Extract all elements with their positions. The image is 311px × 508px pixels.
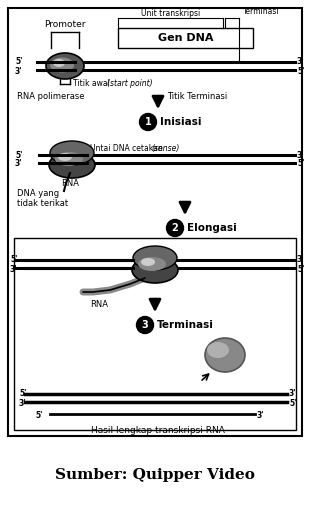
Text: Elongasi: Elongasi: [187, 223, 237, 233]
Text: DNA yang: DNA yang: [17, 189, 59, 198]
Text: 5': 5': [15, 57, 22, 67]
Ellipse shape: [141, 258, 155, 266]
Bar: [14, 238, 296, 430]
Text: 3': 3': [10, 265, 18, 273]
Ellipse shape: [58, 153, 72, 161]
Text: (sense): (sense): [151, 144, 179, 153]
Text: RNA polimerase: RNA polimerase: [17, 92, 85, 101]
Text: 3': 3': [257, 410, 265, 420]
Ellipse shape: [55, 152, 83, 166]
Text: 5': 5': [19, 390, 26, 398]
Text: 3': 3': [15, 160, 23, 169]
Text: Gen DNA: Gen DNA: [158, 33, 213, 43]
Ellipse shape: [53, 59, 65, 67]
Text: Titik Terminasi: Titik Terminasi: [167, 92, 227, 101]
Text: Terminasi: Terminasi: [243, 8, 280, 16]
Text: Unit transkripsi: Unit transkripsi: [141, 10, 200, 18]
Circle shape: [137, 316, 154, 333]
Text: 3': 3': [15, 67, 23, 76]
Text: Untai DNA cetakan: Untai DNA cetakan: [90, 144, 165, 153]
Bar: [8, 8, 302, 436]
Ellipse shape: [132, 257, 178, 283]
Text: Promoter: Promoter: [44, 20, 86, 29]
Text: 3': 3': [297, 256, 305, 265]
Text: 5': 5': [289, 398, 296, 407]
Text: RNA: RNA: [90, 300, 108, 309]
Text: Terminasi: Terminasi: [157, 320, 214, 330]
Text: 2: 2: [172, 223, 179, 233]
Ellipse shape: [205, 338, 245, 372]
Bar: [118, 28, 253, 48]
Ellipse shape: [207, 342, 229, 358]
Text: Hasil lengkap transkripsi RNA: Hasil lengkap transkripsi RNA: [91, 426, 225, 435]
Text: 5': 5': [297, 265, 304, 273]
Circle shape: [140, 113, 156, 131]
Text: 1: 1: [145, 117, 151, 127]
Text: 5': 5': [297, 67, 304, 76]
Ellipse shape: [133, 246, 177, 270]
Text: tidak terikat: tidak terikat: [17, 199, 68, 208]
Ellipse shape: [46, 53, 84, 79]
Text: Inisiasi: Inisiasi: [160, 117, 202, 127]
Text: RNA: RNA: [61, 179, 79, 188]
Ellipse shape: [50, 57, 74, 73]
Text: 3': 3': [289, 390, 297, 398]
Text: Titik awal: Titik awal: [73, 79, 112, 88]
Ellipse shape: [49, 152, 95, 178]
Text: Sumber: Quipper Video: Sumber: Quipper Video: [55, 468, 255, 482]
Text: 5': 5': [10, 256, 17, 265]
Text: 5': 5': [15, 150, 22, 160]
Text: 3': 3': [19, 398, 27, 407]
Text: 5': 5': [297, 160, 304, 169]
Circle shape: [166, 219, 183, 237]
Text: 3': 3': [297, 57, 305, 67]
Text: (start point): (start point): [107, 79, 153, 88]
Text: 3': 3': [297, 150, 305, 160]
Ellipse shape: [138, 257, 166, 271]
Text: 3: 3: [142, 320, 148, 330]
Text: 5': 5': [35, 410, 43, 420]
Ellipse shape: [50, 141, 94, 165]
